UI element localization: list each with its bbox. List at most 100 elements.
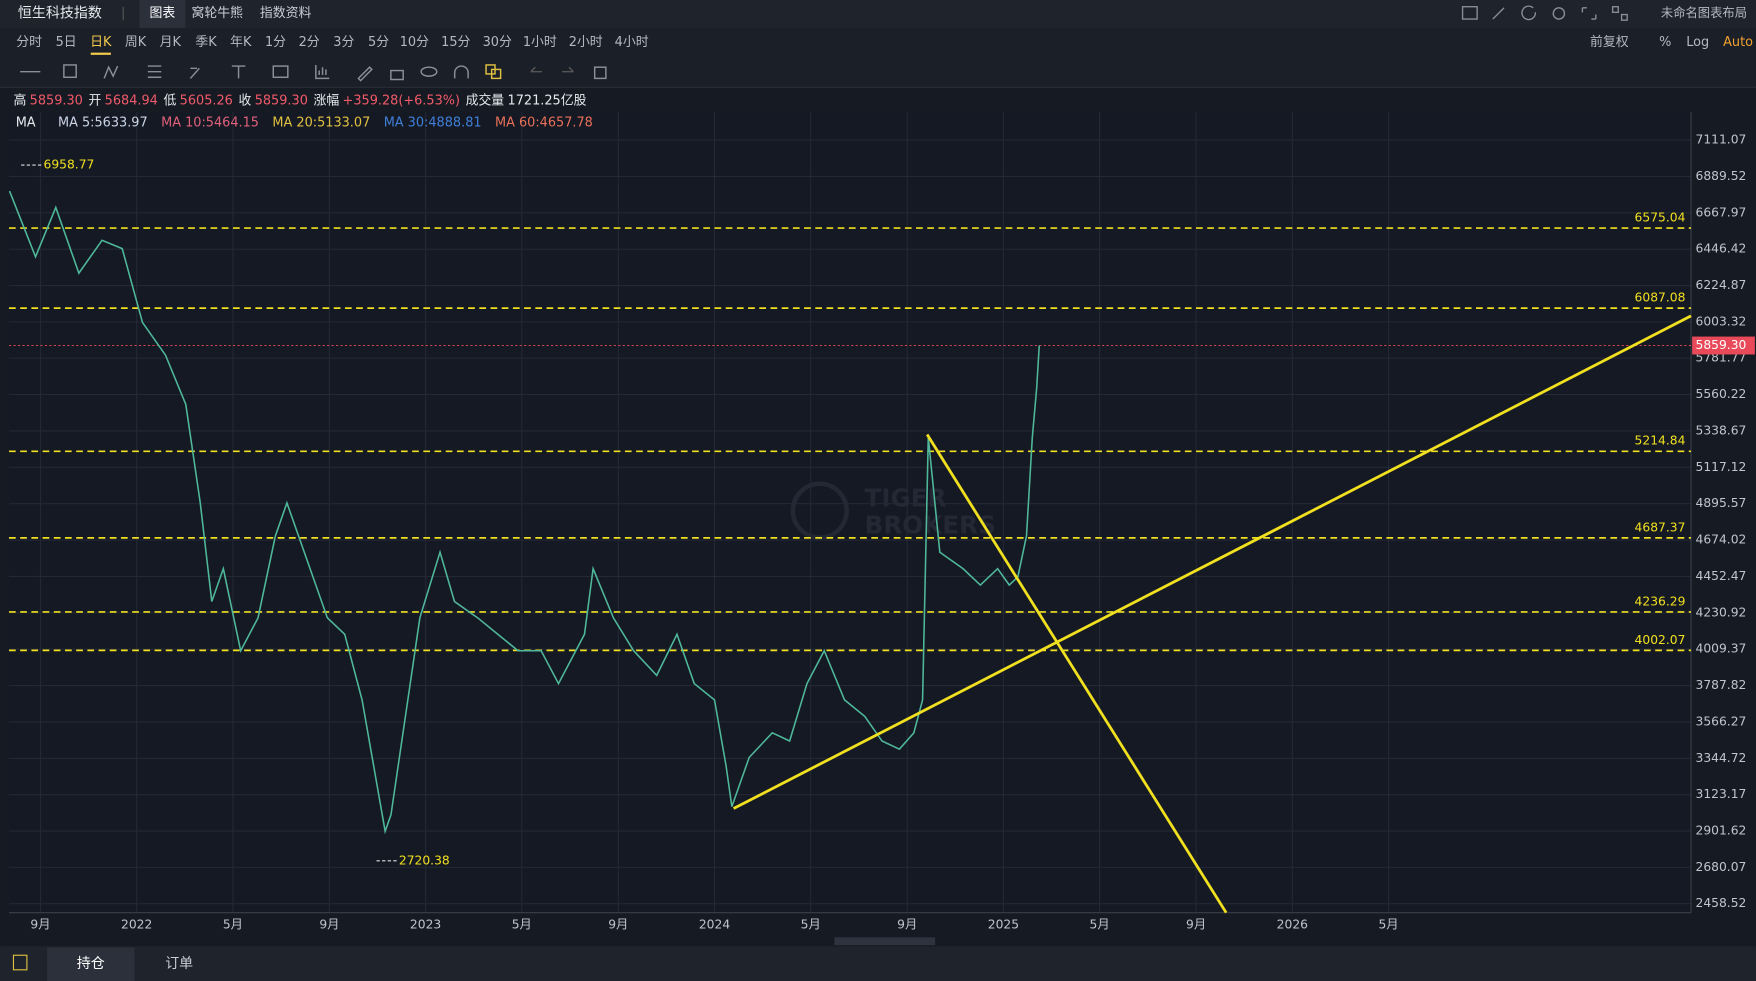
icon-fullscreen[interactable] — [1581, 7, 1597, 20]
tool-delete[interactable] — [593, 66, 607, 80]
header-tab[interactable]: 窝轮牛熊 — [192, 5, 244, 21]
level-label: 4236.29 — [1635, 594, 1686, 608]
ma-value: MA 30:4888.81 — [384, 116, 482, 131]
icon-layout-b[interactable] — [1620, 13, 1628, 21]
icon-refresh[interactable] — [1521, 5, 1537, 21]
y-tick-label: 2680.07 — [1696, 860, 1747, 874]
y-tick-label: 5338.67 — [1696, 423, 1747, 437]
tool-undo[interactable] — [530, 66, 543, 73]
y-tick-label: 4895.57 — [1696, 496, 1747, 510]
x-tick-label: 9月 — [1186, 918, 1206, 932]
period-option[interactable]: 周K — [125, 35, 147, 50]
y-tick-label: 3566.27 — [1696, 714, 1747, 728]
x-tick-label: 5月 — [801, 918, 821, 932]
quote-value: 5859.30 — [30, 93, 83, 108]
bottom-tab[interactable]: 持仓 — [77, 956, 105, 972]
header-tab[interactable]: 指数资料 — [260, 6, 312, 21]
period-option[interactable]: 5日 — [56, 35, 77, 50]
y-tick-label: 2458.52 — [1696, 896, 1747, 910]
tool-measure[interactable] — [315, 64, 330, 80]
tool-rect[interactable] — [63, 64, 77, 78]
quote-value: 1721.25亿股 — [508, 93, 587, 108]
period-option[interactable]: 日K — [90, 35, 112, 50]
scroll-handle[interactable] — [834, 937, 936, 946]
period-option[interactable]: 年K — [230, 35, 252, 50]
y-tick-label: 3787.82 — [1696, 678, 1747, 692]
chart-setting[interactable]: Log — [1686, 35, 1709, 50]
period-option[interactable]: 1小时 — [523, 35, 557, 50]
x-tick-label: 2024 — [699, 918, 730, 932]
period-option[interactable]: 4小时 — [615, 35, 649, 50]
trend-line[interactable] — [732, 314, 1692, 810]
chart-setting[interactable]: 前复权 — [1590, 34, 1629, 50]
panel-toggle[interactable] — [12, 954, 28, 971]
tool-fib[interactable] — [147, 65, 162, 78]
icon-settings[interactable] — [1552, 7, 1566, 20]
price-line — [8, 190, 1041, 835]
period-option[interactable]: 2分 — [299, 35, 320, 50]
period-option[interactable]: 10分 — [400, 35, 429, 50]
trend-line[interactable] — [925, 433, 1228, 914]
tool-group-b[interactable] — [490, 68, 502, 80]
bottom-bar — [0, 946, 1756, 981]
y-tick-label: 6446.42 — [1696, 242, 1747, 256]
y-tick-label: 4230.92 — [1696, 605, 1747, 619]
level-label: 6087.08 — [1635, 291, 1686, 305]
y-tick-label: 3123.17 — [1696, 787, 1747, 801]
icon-draw[interactable] — [1492, 7, 1505, 20]
x-tick-label: 9月 — [319, 918, 339, 932]
quote-label: 涨幅 — [313, 93, 339, 108]
tool-pattern[interactable] — [103, 65, 119, 79]
chart-setting[interactable]: % — [1659, 35, 1671, 50]
tool-magnet[interactable] — [453, 65, 469, 79]
ma-value: MA 10:5464.15 — [161, 116, 259, 131]
tool-eye[interactable] — [420, 66, 438, 77]
period-option[interactable]: 2小时 — [569, 35, 603, 50]
y-tick-label: 4452.47 — [1696, 569, 1747, 583]
x-tick-label: 9月 — [897, 918, 917, 932]
y-tick-label: 6889.52 — [1696, 169, 1747, 183]
chart-setting[interactable]: Auto — [1723, 35, 1753, 50]
period-option[interactable]: 分时 — [16, 35, 42, 50]
period-option[interactable]: 3分 — [333, 35, 354, 50]
period-option[interactable]: 15分 — [441, 35, 470, 50]
layout-name[interactable]: 未命名图表布局 — [1661, 5, 1747, 20]
period-option[interactable]: 1分 — [265, 35, 286, 50]
x-tick-label: 2023 — [410, 918, 441, 932]
period-bar — [0, 27, 1756, 59]
extreme-label: 6958.77 — [44, 158, 95, 172]
period-option[interactable]: 季K — [195, 35, 217, 50]
tool-lock[interactable] — [390, 69, 404, 81]
header-tab[interactable]: 图表 — [150, 6, 176, 21]
icon-screen[interactable] — [1461, 6, 1478, 20]
tool-redo[interactable] — [562, 66, 574, 73]
ma-value: MA 60:4657.78 — [495, 116, 593, 131]
last-price-label: 5859.30 — [1696, 338, 1747, 352]
y-tick-label: 7111.07 — [1696, 133, 1747, 147]
ma-value: MA 5:5633.97 — [58, 116, 148, 131]
y-tick-label: 6224.87 — [1696, 278, 1747, 292]
tool-label[interactable] — [272, 65, 289, 78]
tool-pen[interactable] — [357, 66, 373, 82]
top-bar — [0, 0, 1756, 28]
ma-value: MA 20:5133.07 — [272, 116, 370, 131]
period-option[interactable]: 月K — [160, 35, 182, 50]
period-option[interactable]: 5分 — [368, 35, 389, 50]
period-option[interactable]: 30分 — [483, 35, 512, 50]
x-tick-label: 9月 — [608, 918, 628, 932]
top-icons — [1461, 5, 1628, 21]
bottom-tab[interactable]: 订单 — [165, 956, 193, 972]
x-tick-label: 2025 — [988, 918, 1019, 932]
y-tick-label: 4009.37 — [1696, 642, 1747, 656]
tool-cursor[interactable] — [189, 67, 200, 79]
y-tick-label: 5117.12 — [1696, 460, 1747, 474]
x-tick-label: 5月 — [1090, 918, 1110, 932]
level-label: 4687.37 — [1635, 520, 1686, 534]
x-tick-label: 2022 — [121, 918, 152, 932]
y-tick-label: 6003.32 — [1696, 314, 1747, 328]
icon-layout[interactable] — [1611, 6, 1619, 13]
x-tick-label: 9月 — [30, 918, 50, 932]
tool-text[interactable] — [231, 65, 246, 79]
quote-value: +359.28(+6.53%) — [343, 93, 460, 108]
